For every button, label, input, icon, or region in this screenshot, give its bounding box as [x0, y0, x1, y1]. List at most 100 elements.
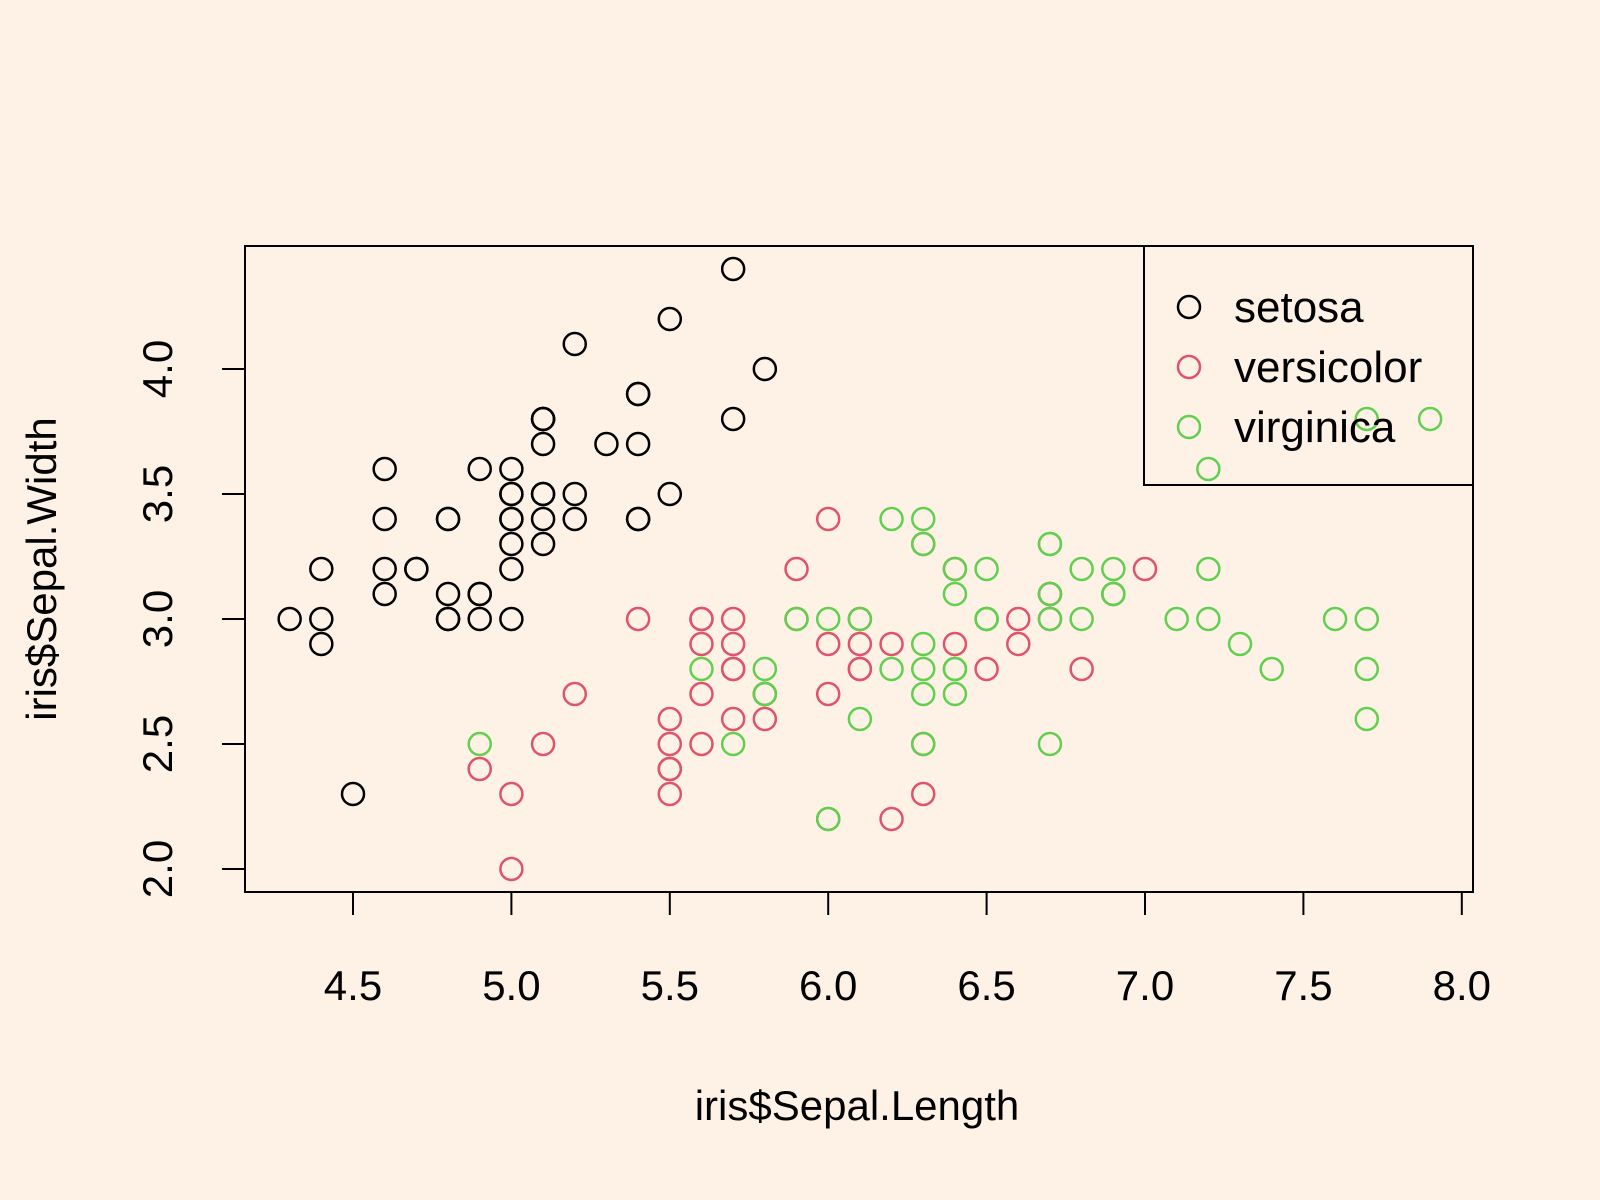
point-versicolor	[499, 856, 524, 882]
point-setosa	[657, 306, 683, 332]
x-tick-label: 6.5	[957, 962, 1015, 1009]
y-axis: 2.0 2.5 3.0 3.5 4.0	[134, 340, 246, 898]
point-setosa	[435, 506, 461, 532]
point-setosa	[720, 406, 746, 432]
point-versicolor	[815, 681, 841, 707]
x-tick-label: 6.0	[799, 962, 857, 1009]
point-virginica	[910, 656, 936, 682]
x-tick-label: 8.0	[1433, 962, 1491, 1009]
point-versicolor	[1006, 631, 1031, 657]
legend-label-virginica: virginica	[1234, 403, 1396, 452]
point-virginica	[847, 706, 873, 732]
point-setosa	[625, 381, 651, 407]
legend-marker-setosa	[1176, 294, 1202, 320]
point-setosa	[372, 456, 397, 482]
point-versicolor	[562, 681, 588, 707]
point-setosa	[594, 431, 619, 457]
point-versicolor	[657, 781, 683, 807]
point-virginica	[689, 656, 714, 682]
point-virginica	[910, 631, 936, 657]
point-versicolor	[815, 631, 841, 657]
point-virginica	[784, 606, 809, 632]
point-versicolor	[657, 731, 683, 757]
point-virginica	[910, 506, 936, 532]
point-versicolor	[499, 781, 524, 807]
point-setosa	[530, 406, 556, 432]
point-virginica	[1354, 706, 1380, 732]
point-virginica	[1354, 656, 1380, 682]
point-virginica	[910, 531, 936, 557]
y-tick-label: 3.5	[134, 465, 181, 523]
point-virginica	[942, 656, 968, 682]
point-virginica	[720, 731, 746, 757]
point-virginica	[1037, 606, 1063, 632]
point-virginica	[815, 606, 841, 632]
point-virginica	[1417, 406, 1443, 432]
point-virginica	[1069, 556, 1094, 582]
point-setosa	[625, 506, 651, 532]
point-setosa	[277, 606, 302, 632]
point-setosa	[340, 781, 366, 807]
point-versicolor	[1006, 606, 1031, 632]
point-virginica	[1101, 556, 1126, 582]
point-setosa	[499, 506, 524, 532]
y-axis-title: iris$Sepal.Width	[18, 417, 65, 720]
point-versicolor	[689, 631, 714, 657]
legend-label-versicolor: versicolor	[1234, 343, 1422, 392]
point-versicolor	[657, 756, 683, 782]
point-versicolor	[1132, 556, 1158, 582]
point-setosa	[562, 481, 588, 507]
point-virginica	[1259, 656, 1284, 682]
point-versicolor	[847, 631, 873, 657]
x-tick-label: 7.5	[1274, 962, 1332, 1009]
x-axis: 4.5 5.0 5.5 6.0 6.5 7.0 7.5 8.0	[324, 891, 1491, 1009]
point-setosa	[467, 456, 492, 482]
point-virginica	[1354, 606, 1380, 632]
legend: setosa versicolor virginica	[1143, 245, 1474, 486]
point-setosa	[625, 431, 651, 457]
point-setosa	[309, 631, 334, 657]
point-versicolor	[689, 606, 714, 632]
point-virginica	[1196, 456, 1221, 482]
point-virginica	[1227, 631, 1253, 657]
point-virginica	[1354, 406, 1380, 432]
point-setosa	[562, 506, 588, 532]
point-virginica	[974, 556, 999, 582]
point-versicolor	[657, 706, 683, 732]
point-setosa	[309, 606, 334, 632]
point-versicolor	[530, 731, 556, 757]
point-virginica	[1069, 606, 1094, 632]
point-setosa	[404, 556, 429, 582]
point-virginica	[1196, 556, 1221, 582]
point-versicolor	[974, 656, 999, 682]
point-versicolor	[689, 731, 714, 757]
point-virginica	[910, 731, 936, 757]
point-versicolor	[720, 631, 746, 657]
point-versicolor	[467, 756, 492, 782]
point-setosa	[372, 581, 397, 607]
x-tick-label: 4.5	[324, 962, 382, 1009]
point-virginica	[1322, 606, 1348, 632]
x-tick-label: 5.0	[482, 962, 540, 1009]
point-setosa	[499, 606, 524, 632]
point-versicolor	[720, 706, 746, 732]
point-virginica	[752, 656, 778, 682]
point-virginica	[1164, 606, 1189, 632]
point-versicolor	[910, 781, 936, 807]
point-setosa	[372, 506, 397, 532]
point-setosa	[499, 481, 524, 507]
point-virginica	[974, 606, 999, 632]
point-setosa	[530, 431, 556, 457]
point-versicolor	[879, 806, 904, 832]
legend-box	[1143, 245, 1474, 486]
point-virginica	[942, 556, 968, 582]
point-versicolor	[815, 506, 841, 532]
y-tick-label: 3.0	[134, 590, 181, 648]
point-setosa	[435, 581, 461, 607]
y-tick-label: 2.5	[134, 715, 181, 773]
point-virginica	[847, 606, 873, 632]
point-setosa	[499, 556, 524, 582]
x-tick-label: 7.0	[1116, 962, 1174, 1009]
point-versicolor	[879, 631, 904, 657]
